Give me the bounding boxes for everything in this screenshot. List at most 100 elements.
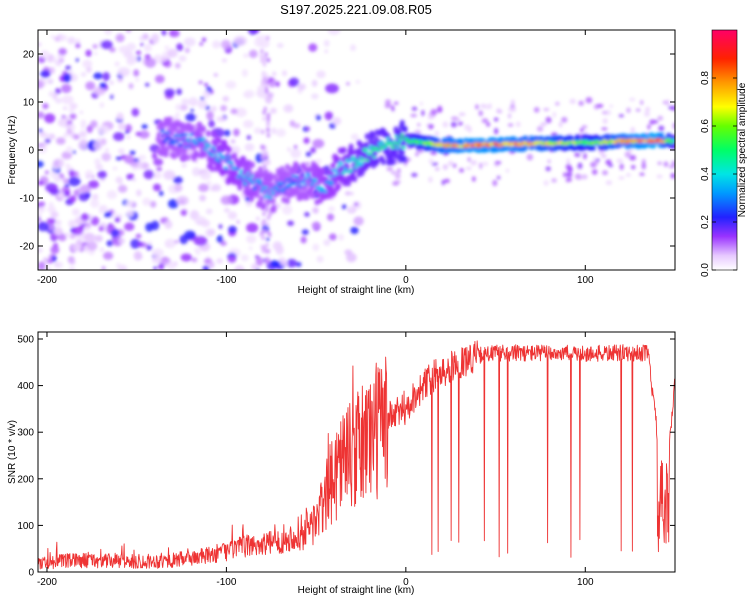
bottom-y-tick-label: 100 bbox=[17, 521, 34, 532]
noise-blob bbox=[448, 160, 454, 167]
ridge-core bbox=[277, 189, 281, 193]
noise-blob bbox=[442, 164, 448, 171]
ridge-core bbox=[197, 136, 202, 140]
ridge-core bbox=[269, 188, 274, 191]
noise-blob bbox=[165, 243, 169, 247]
ridge-core bbox=[395, 146, 400, 150]
noise-blob bbox=[567, 166, 573, 173]
ridge-core bbox=[226, 155, 231, 159]
ridge-core bbox=[399, 137, 403, 141]
noise-blob bbox=[81, 125, 85, 129]
noise-blob bbox=[566, 177, 573, 182]
ridge-core bbox=[163, 132, 167, 135]
top-x-tick-label: 0 bbox=[403, 275, 409, 286]
noise-blob bbox=[53, 226, 63, 236]
noise-blob bbox=[58, 34, 68, 41]
noise-blob bbox=[605, 159, 612, 166]
ridge-halo bbox=[371, 150, 378, 157]
noise-blob bbox=[220, 105, 228, 112]
noise-blob bbox=[93, 140, 103, 151]
noise-blob bbox=[629, 155, 637, 161]
noise-blob bbox=[275, 128, 286, 138]
noise-blob bbox=[71, 243, 83, 252]
ridge-core bbox=[181, 139, 186, 143]
ridge-core bbox=[312, 177, 317, 181]
noise-blob bbox=[312, 243, 320, 252]
noise-blob bbox=[261, 149, 265, 155]
ridge-core bbox=[229, 162, 234, 165]
ridge-halo bbox=[169, 129, 175, 137]
noise-blob bbox=[201, 37, 207, 42]
noise-blob bbox=[131, 107, 140, 117]
noise-blob bbox=[179, 104, 188, 111]
ridge-core bbox=[165, 136, 169, 140]
noise-blob bbox=[176, 43, 184, 51]
noise-blob bbox=[233, 35, 248, 46]
noise-blob bbox=[55, 137, 66, 145]
noise-blob bbox=[591, 169, 598, 175]
ridge-core bbox=[308, 178, 313, 182]
noise-blob bbox=[220, 39, 231, 50]
noise-blob bbox=[543, 108, 550, 112]
noise-blob bbox=[83, 226, 90, 231]
noise-blob bbox=[421, 109, 425, 117]
noise-blob bbox=[281, 70, 287, 77]
noise-blob bbox=[275, 81, 280, 87]
noise-blob bbox=[478, 110, 483, 117]
noise-blob bbox=[151, 256, 162, 264]
noise-blob bbox=[444, 178, 450, 184]
ridge-core bbox=[278, 184, 283, 188]
noise-blob bbox=[73, 134, 80, 140]
noise-blob bbox=[338, 233, 345, 241]
ridge-halo bbox=[272, 173, 278, 181]
ridge-core bbox=[224, 167, 229, 170]
noise-blob bbox=[428, 158, 434, 164]
noise-blob bbox=[106, 190, 118, 200]
noise-blob bbox=[85, 81, 96, 91]
noise-blob bbox=[151, 152, 158, 160]
noise-blob bbox=[268, 169, 272, 173]
noise-blob bbox=[99, 247, 105, 253]
noise-blob bbox=[124, 130, 130, 134]
noise-blob bbox=[350, 133, 359, 141]
ridge-halo bbox=[658, 132, 665, 137]
ridge-core bbox=[246, 171, 250, 175]
noise-blob bbox=[601, 127, 608, 131]
noise-blob bbox=[85, 49, 92, 57]
noise-blob bbox=[579, 128, 585, 133]
noise-blob bbox=[179, 199, 185, 204]
ridge-core bbox=[179, 143, 183, 147]
noise-blob bbox=[234, 107, 247, 118]
noise-blob bbox=[44, 170, 50, 175]
noise-blob bbox=[93, 86, 106, 96]
noise-blob bbox=[325, 83, 339, 94]
noise-blob bbox=[386, 166, 394, 172]
noise-blob bbox=[601, 110, 608, 115]
ridge-core bbox=[274, 185, 278, 189]
noise-blob bbox=[38, 221, 50, 232]
ridge-halo bbox=[345, 180, 352, 187]
noise-blob bbox=[547, 159, 551, 164]
noise-blob bbox=[266, 132, 271, 138]
ridge-core bbox=[364, 149, 369, 153]
noise-blob bbox=[225, 80, 237, 89]
noise-blob bbox=[645, 106, 651, 112]
noise-blob bbox=[164, 238, 176, 249]
ridge-core bbox=[237, 174, 242, 178]
noise-blob bbox=[125, 30, 132, 33]
noise-blob bbox=[630, 165, 636, 170]
ridge-halo bbox=[209, 165, 215, 172]
noise-blob bbox=[206, 111, 214, 121]
noise-blob bbox=[264, 248, 269, 254]
noise-blob bbox=[574, 173, 582, 180]
noise-blob bbox=[243, 119, 254, 129]
ridge-core bbox=[393, 141, 398, 145]
ridge-halo bbox=[231, 152, 238, 160]
noise-blob bbox=[220, 195, 233, 205]
noise-blob bbox=[263, 228, 267, 234]
ridge-halo bbox=[448, 136, 454, 142]
noise-blob bbox=[118, 237, 126, 244]
ridge-core bbox=[203, 147, 207, 151]
noise-blob bbox=[434, 130, 440, 137]
